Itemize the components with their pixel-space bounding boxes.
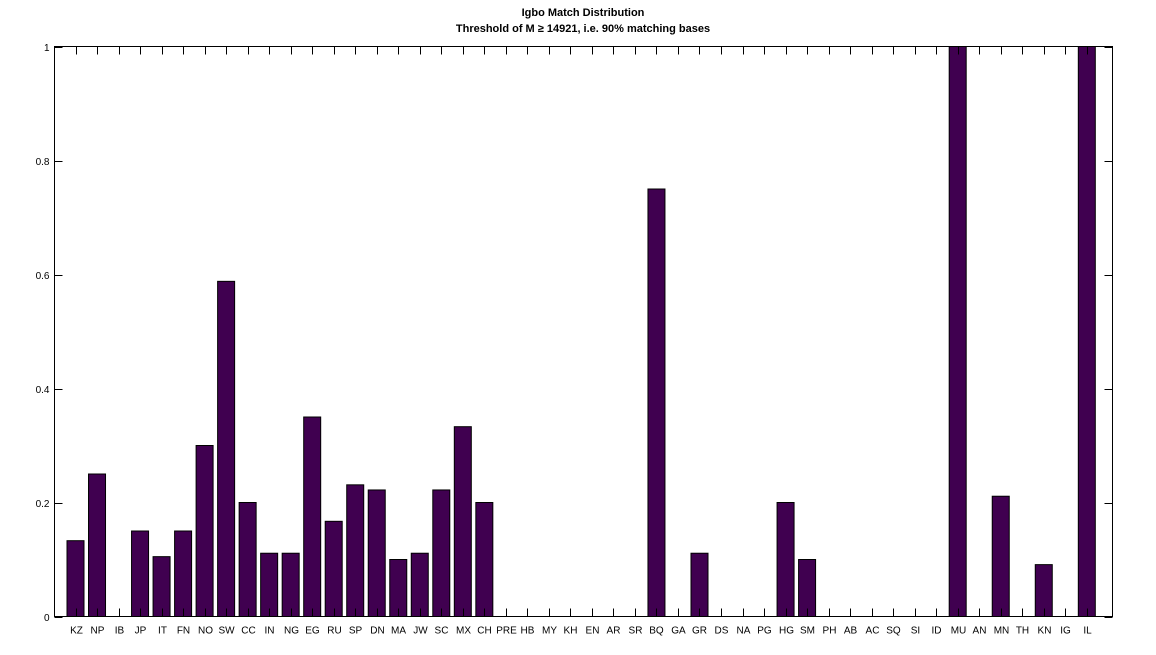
ticks-group — [54, 46, 1113, 618]
bar-jw — [410, 552, 429, 617]
x-tick-label-kz: KZ — [70, 626, 83, 637]
x-tick-label-ib: IB — [115, 626, 125, 637]
chart-subtitle: Threshold of M ≥ 14921, i.e. 90% matchin… — [456, 23, 710, 35]
x-tick-label-mu: MU — [951, 626, 967, 637]
x-tick-label-bq: BQ — [649, 626, 664, 637]
bar-in — [260, 552, 279, 617]
x-tick-label-eg: EG — [305, 626, 320, 637]
bars-group — [66, 46, 1096, 618]
bar-hg — [776, 502, 795, 617]
y-tick-label: 0.8 — [36, 157, 50, 168]
x-tick-label-ig: IG — [1060, 626, 1071, 637]
bar-il — [1077, 46, 1096, 617]
y-tick-label: 1 — [44, 43, 50, 54]
chart-title: Igbo Match Distribution — [522, 7, 645, 19]
x-tick-label-hb: HB — [521, 626, 535, 637]
x-tick-label-kn: KN — [1038, 626, 1052, 637]
x-tick-label-ch: CH — [477, 626, 491, 637]
bar-kz — [66, 540, 85, 617]
y-tick-label: 0 — [44, 613, 50, 624]
x-tick-label-mx: MX — [456, 626, 471, 637]
bar-dn — [367, 489, 386, 617]
x-tick-label-si: SI — [911, 626, 920, 637]
x-tick-label-pg: PG — [757, 626, 772, 637]
x-tick-label-gr: GR — [692, 626, 707, 637]
bar-sw — [217, 280, 236, 617]
x-tick-label-ac: AC — [866, 626, 880, 637]
x-tick-label-ds: DS — [715, 626, 729, 637]
x-tick-label-ga: GA — [671, 626, 686, 637]
x-tick-label-sm: SM — [800, 626, 815, 637]
bar-no — [195, 445, 214, 617]
x-tick-label-na: NA — [737, 626, 751, 637]
bar-cc — [238, 502, 257, 617]
bar-mx — [453, 426, 472, 617]
axes-box — [54, 46, 1113, 617]
x-tick-label-fn: FN — [177, 626, 190, 637]
bar-gr — [690, 552, 709, 617]
bar-mn — [991, 495, 1010, 618]
tick-labels-group: 0 0.2 0.4 0.6 0.8 1 KZ NP IB JP IT FN NO SW CC IN NG EG RU… — [36, 43, 1093, 637]
x-tick-label-it: IT — [158, 626, 167, 637]
bar-mu — [948, 46, 967, 617]
x-tick-label-jw: JW — [413, 626, 428, 637]
x-tick-label-en: EN — [586, 626, 600, 637]
bar-ch — [475, 502, 494, 617]
x-tick-label-id: ID — [932, 626, 942, 637]
x-tick-label-ar: AR — [607, 626, 621, 637]
axes-group — [54, 46, 1113, 617]
bar-sc — [432, 489, 451, 617]
x-tick-label-ab: AB — [844, 626, 858, 637]
x-tick-label-np: NP — [91, 626, 105, 637]
bar-sm — [798, 559, 817, 617]
x-tick-label-il: IL — [1083, 626, 1092, 637]
x-tick-label-jp: JP — [135, 626, 147, 637]
x-tick-label-sq: SQ — [886, 626, 901, 637]
y-tick-label: 0.4 — [36, 385, 50, 396]
bar-eg — [303, 416, 322, 617]
x-tick-label-an: AN — [973, 626, 987, 637]
x-tick-label-dn: DN — [370, 626, 384, 637]
bar-ng — [281, 552, 300, 617]
bar-ru — [324, 520, 343, 617]
bar-jp — [131, 530, 150, 617]
x-tick-label-hg: HG — [779, 626, 794, 637]
x-tick-label-sc: SC — [435, 626, 449, 637]
bar-it — [152, 556, 171, 618]
x-tick-label-sr: SR — [629, 626, 643, 637]
bar-bq — [647, 188, 666, 617]
x-tick-label-th: TH — [1016, 626, 1029, 637]
x-tick-label-ph: PH — [823, 626, 837, 637]
x-tick-label-pre: PRE — [496, 626, 517, 637]
x-tick-label-ru: RU — [327, 626, 341, 637]
y-tick-label: 0.6 — [36, 271, 50, 282]
bar-fn — [174, 530, 193, 617]
bar-kn — [1034, 564, 1053, 618]
x-tick-label-ng: NG — [284, 626, 299, 637]
bar-np — [88, 473, 107, 617]
x-tick-label-mn: MN — [994, 626, 1010, 637]
x-tick-label-no: NO — [198, 626, 213, 637]
x-tick-label-ma: MA — [391, 626, 406, 637]
x-tick-label-sw: SW — [218, 626, 235, 637]
bar-ma — [389, 559, 408, 617]
x-tick-label-sp: SP — [349, 626, 363, 637]
x-tick-label-my: MY — [542, 626, 557, 637]
bar-sp — [346, 484, 365, 617]
x-tick-label-in: IN — [265, 626, 275, 637]
x-tick-label-kh: KH — [564, 626, 578, 637]
x-tick-label-cc: CC — [241, 626, 255, 637]
y-tick-label: 0.2 — [36, 499, 50, 510]
